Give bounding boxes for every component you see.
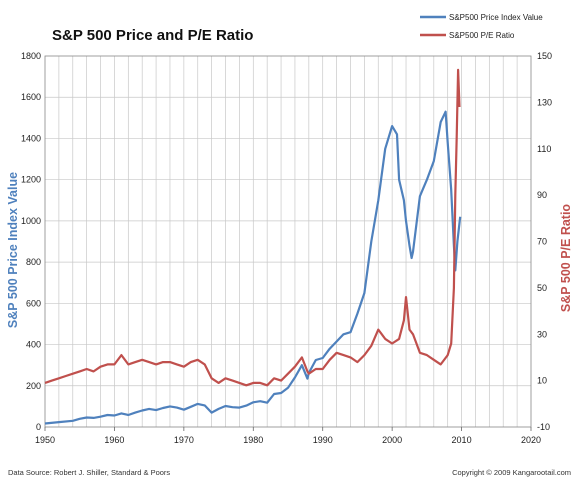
legend: S&P500 Price Index Value S&P500 P/E Rati…	[420, 13, 543, 40]
x-tick-label: 1950	[35, 435, 55, 445]
y-left-tick-label: 1600	[21, 92, 41, 102]
y-right-tick-label: 30	[537, 329, 547, 339]
x-tick-label: 1960	[104, 435, 124, 445]
y-left-tick-label: 1400	[21, 133, 41, 143]
y-right-axis-ticks: -10 10 30 50 70 90 110 130 150	[537, 51, 552, 432]
y-right-tick-label: 110	[537, 144, 551, 154]
y-left-tick-label: 1000	[21, 216, 41, 226]
y-right-axis-label: S&P 500 P/E Ratio	[559, 204, 573, 313]
y-left-axis-label: S&P 500 Price Index Value	[6, 172, 20, 328]
series-line-price	[44, 110, 462, 425]
legend-label-pe: S&P500 P/E Ratio	[449, 31, 515, 40]
y-left-tick-label: 400	[26, 340, 41, 350]
x-tick-label: 1980	[243, 435, 263, 445]
x-tick-label: 2010	[452, 435, 472, 445]
x-axis-ticks: 1950 1960 1970 1980 1990 2000 2010 2020	[35, 427, 541, 445]
y-left-tick-label: 800	[26, 257, 41, 267]
y-left-tick-label: 600	[26, 298, 41, 308]
data-source-note: Data Source: Robert J. Shiller, Standard…	[8, 468, 170, 477]
y-right-tick-label: -10	[537, 422, 550, 432]
grid	[45, 56, 531, 427]
copyright-note: Copyright © 2009 Kangarootail.com	[452, 468, 571, 477]
y-left-tick-label: 1800	[21, 51, 41, 61]
y-right-tick-label: 50	[537, 283, 547, 293]
x-tick-label: 1990	[313, 435, 333, 445]
legend-label-price: S&P500 Price Index Value	[449, 13, 543, 22]
y-right-tick-label: 10	[537, 376, 547, 386]
y-right-tick-label: 90	[537, 190, 547, 200]
chart-title: S&P 500 Price and P/E Ratio	[52, 27, 253, 44]
y-right-tick-label: 130	[537, 97, 552, 107]
x-tick-label: 2000	[382, 435, 402, 445]
y-left-tick-label: 1200	[21, 175, 41, 185]
y-left-axis-ticks: 0 200 400 600 800 1000 1200 1400 1600 1800	[21, 51, 41, 432]
y-left-tick-label: 0	[36, 422, 41, 432]
plot-frame	[44, 55, 532, 428]
series-group	[44, 68, 462, 425]
x-tick-label: 1970	[174, 435, 194, 445]
y-left-tick-label: 200	[26, 381, 41, 391]
y-right-tick-label: 150	[537, 51, 552, 61]
y-right-tick-label: 70	[537, 237, 547, 247]
x-tick-label: 2020	[521, 435, 541, 445]
series-line-pe-ratio	[44, 68, 461, 387]
